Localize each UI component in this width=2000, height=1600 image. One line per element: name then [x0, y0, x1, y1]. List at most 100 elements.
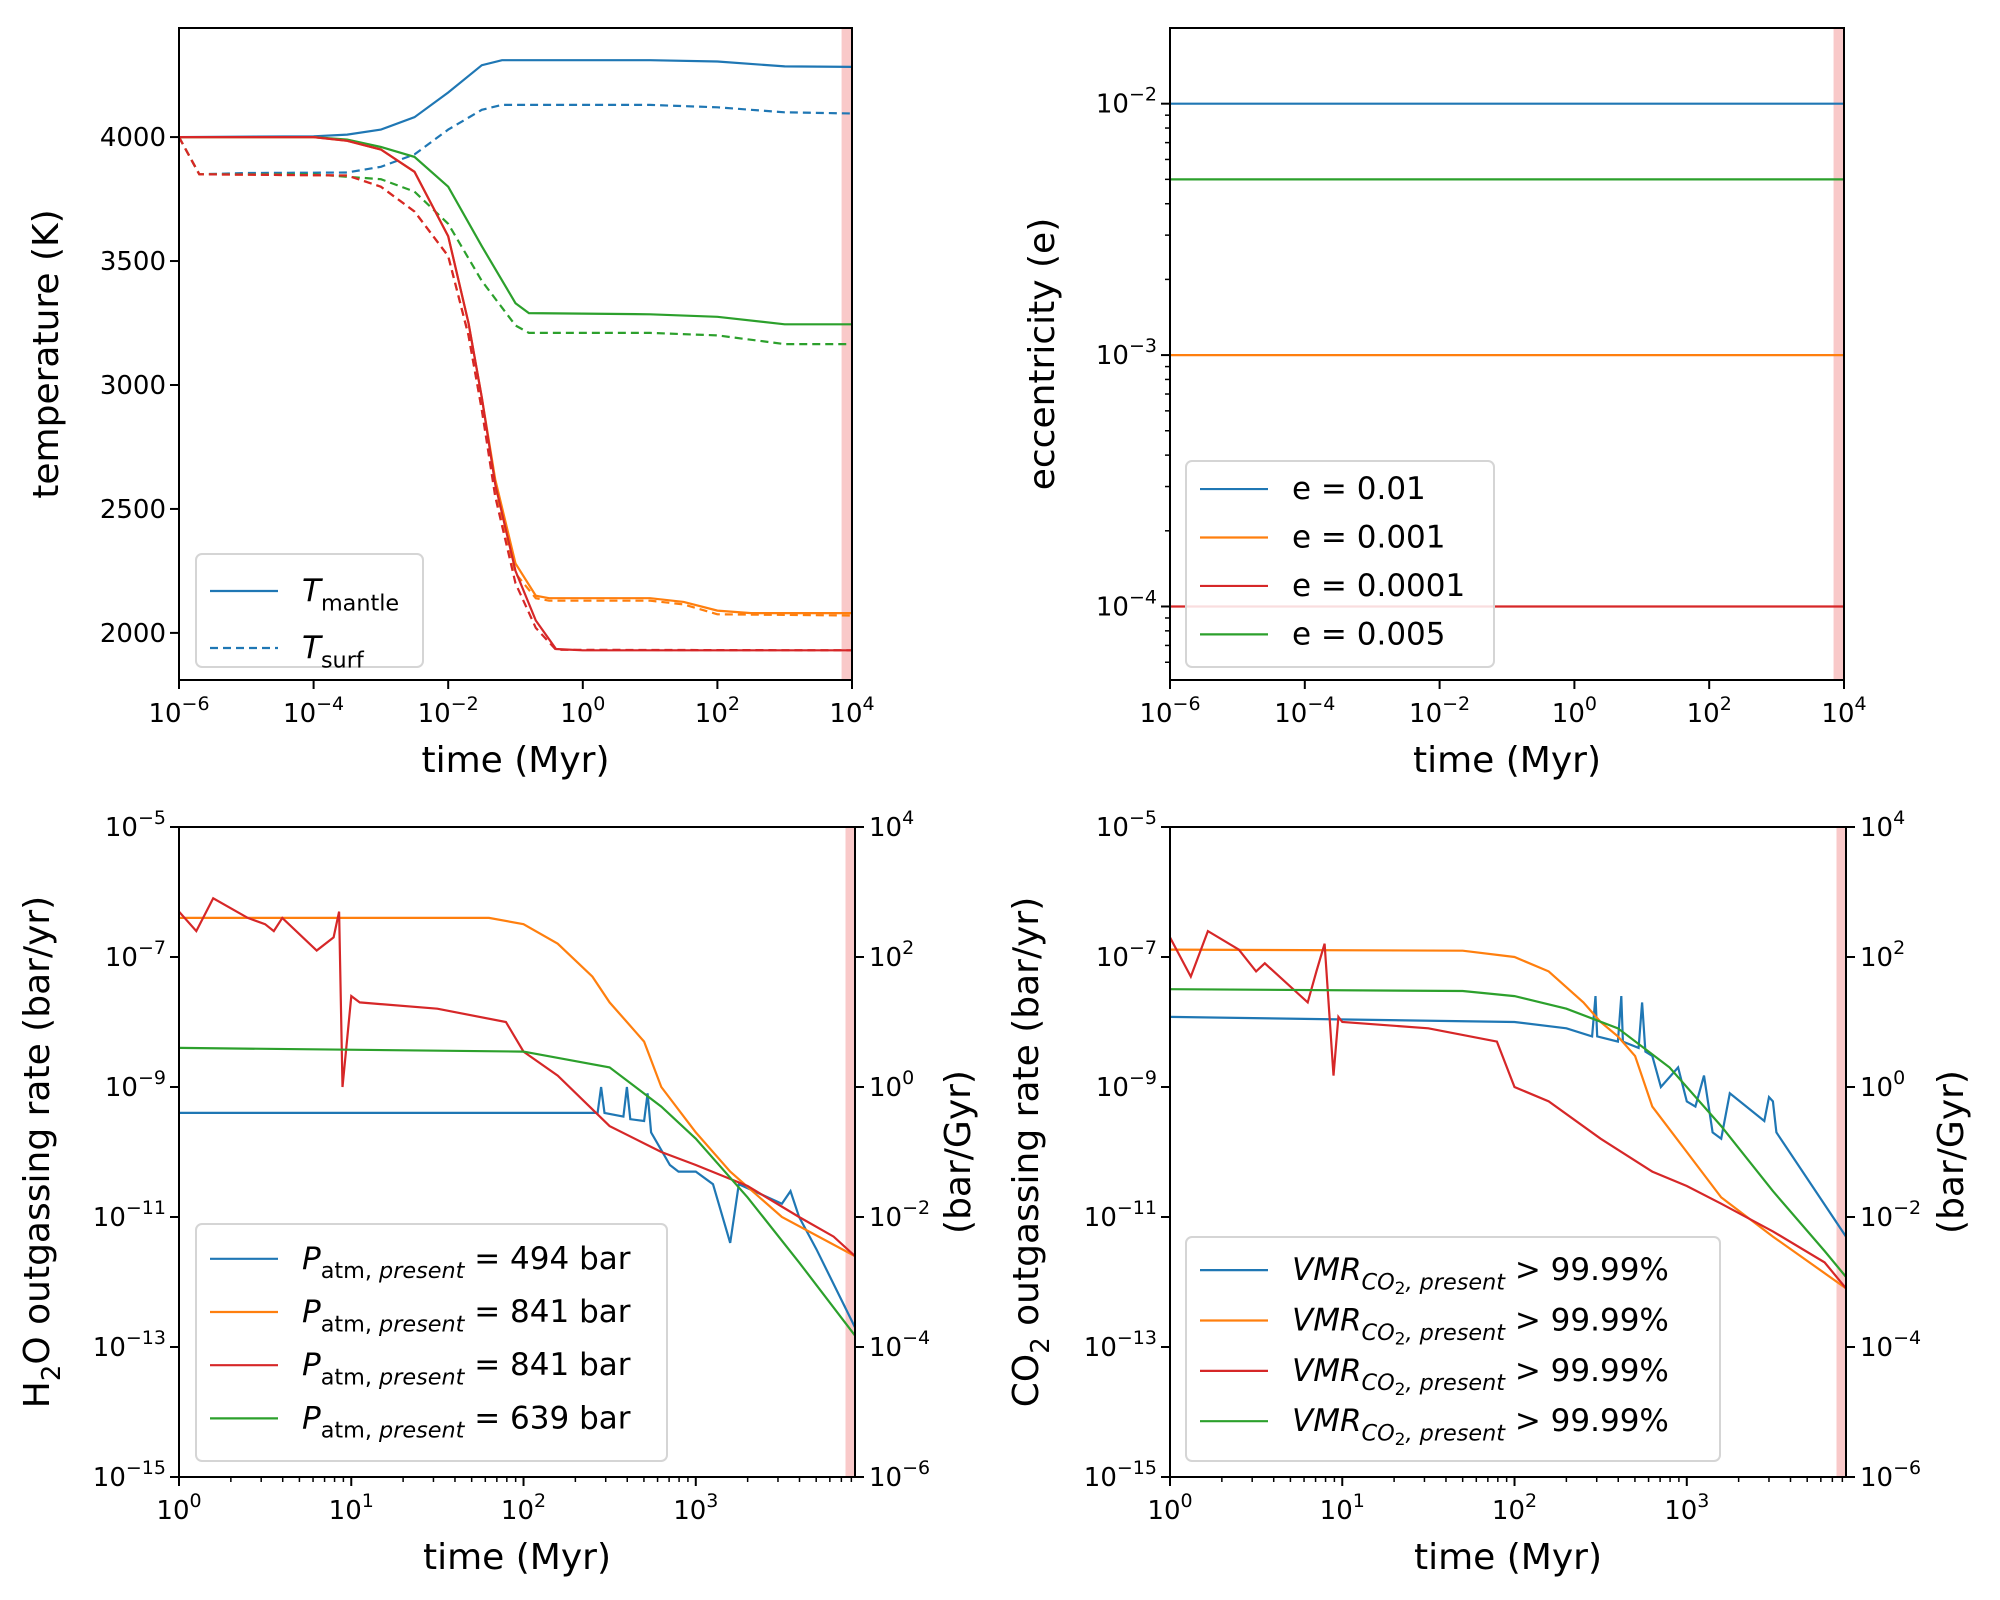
- tick-exponent: −3: [1129, 335, 1157, 357]
- text-part: , present: [1406, 1370, 1507, 1396]
- tick-exponent: −2: [451, 693, 479, 715]
- text-part: e = 0.001: [1292, 520, 1446, 556]
- tick-base: 10: [93, 1463, 126, 1493]
- tick-base: 10: [1274, 699, 1307, 729]
- y-axis-label: H2O outgassing rate (bar/yr): [17, 896, 67, 1408]
- series-line-green: [179, 1046, 855, 1337]
- y-tick-label: 4000: [100, 123, 166, 153]
- text-part: present: [378, 1258, 466, 1284]
- tick-exponent: −9: [138, 1067, 166, 1089]
- tick-exponent: −2: [1442, 693, 1470, 715]
- text-part: VMR: [1292, 1403, 1362, 1439]
- text-part: (bar/Gyr): [1931, 1070, 1972, 1234]
- text-part: atm,: [321, 1311, 379, 1337]
- tick-base: 10: [673, 1496, 706, 1526]
- y-tick-label: 10−3: [1096, 335, 1157, 371]
- tick-exponent: −7: [1129, 937, 1157, 959]
- text-part: present: [378, 1311, 466, 1337]
- text-part: time (Myr): [421, 740, 609, 781]
- axes-frame: [1169, 826, 1847, 1478]
- text-part: , present: [1406, 1269, 1507, 1295]
- text-part: CO: [1006, 1354, 1047, 1407]
- highlight-band: [841, 28, 852, 680]
- tick-base: 10: [1096, 1073, 1129, 1103]
- legend-box: [195, 553, 424, 668]
- x-tick-label: 101: [329, 1490, 374, 1526]
- tick-exponent: −2: [1129, 84, 1157, 106]
- tick-base: 10: [1096, 813, 1129, 843]
- y-tick-label: 10−4: [1096, 586, 1157, 622]
- tick-base: 10: [1860, 943, 1893, 973]
- tick-base: 10: [1664, 1496, 1697, 1526]
- y2-tick-label: 100: [869, 1067, 914, 1103]
- text-part: 2: [1395, 1279, 1406, 1299]
- text-part: atm,: [321, 1258, 379, 1284]
- tick-base: 10: [1084, 1203, 1117, 1233]
- x-axis-label: time (Myr): [423, 1537, 611, 1578]
- legend-label: VMRCO2, present > 99.99%: [1292, 1353, 1669, 1400]
- x-tick-label: 100: [1147, 1490, 1192, 1526]
- tick-base: 10: [1096, 592, 1129, 622]
- text-part: P: [302, 1400, 321, 1436]
- text-part: 2: [1395, 1380, 1406, 1400]
- text-part: , present: [1406, 1421, 1507, 1447]
- series-line-red: [179, 136, 852, 652]
- tick-base: 10: [869, 813, 902, 843]
- x-tick-label: 104: [829, 693, 874, 729]
- text-part: e = 0.0001: [1292, 568, 1465, 604]
- tick-base: 10: [829, 699, 862, 729]
- tick-base: 10: [105, 1073, 138, 1103]
- y2-tick-label: 102: [1860, 937, 1905, 973]
- y2-tick-label: 100: [1860, 1067, 1905, 1103]
- text-part: outgassing rate (bar/yr): [1006, 897, 1047, 1338]
- tick-base: 10: [329, 1496, 362, 1526]
- legend: Patm, present = 494 bar Patm, present = 8…: [195, 1223, 668, 1462]
- text-part: VMR: [1292, 1303, 1362, 1339]
- x-tick-label: 102: [1492, 1490, 1537, 1526]
- legend-label: VMRCO2, present > 99.99%: [1292, 1403, 1669, 1450]
- tick-exponent: 4: [902, 807, 914, 829]
- tick-exponent: −6: [182, 693, 210, 715]
- panel-1: 10−6 10−4 10−2 100 102 1042000250030003500400…: [26, 27, 875, 781]
- legend-box: [1185, 1236, 1721, 1462]
- tick-base: 10: [105, 813, 138, 843]
- legend-label: Patm, present = 494 bar: [302, 1241, 631, 1284]
- tick-exponent: 4: [1855, 693, 1867, 715]
- tick-base: 10: [156, 1496, 189, 1526]
- tick-exponent: 0: [190, 1490, 202, 1512]
- y-tick-label: 10−7: [105, 937, 166, 973]
- series-line-blue-dashed: [179, 103, 852, 176]
- legend-label: Tmantle: [302, 573, 399, 616]
- tick-base: 10: [501, 1496, 534, 1526]
- legend-label: Patm, present = 841 bar: [302, 1294, 631, 1337]
- y-tick-label: 10−7: [1096, 937, 1157, 973]
- tick-base: 10: [1096, 90, 1129, 120]
- series-line-green: [1170, 988, 1846, 1278]
- tick-exponent: 2: [1720, 693, 1732, 715]
- tick-base: 10: [1139, 699, 1172, 729]
- tick-base: 10: [1687, 699, 1720, 729]
- y2-tick-label: 104: [869, 807, 914, 843]
- text-part: 2: [1395, 1329, 1406, 1349]
- text-part: > 99.99%: [1505, 1353, 1669, 1389]
- text-part: CO: [1362, 1269, 1395, 1295]
- y2-tick-label: 10−2: [869, 1197, 930, 1233]
- tick-base: 10: [869, 943, 902, 973]
- tick-exponent: −6: [1173, 693, 1201, 715]
- axes-frame: [1169, 27, 1845, 681]
- tick-exponent: 0: [1585, 693, 1597, 715]
- tick-base: 10: [1552, 699, 1585, 729]
- text-part: P: [302, 1294, 321, 1330]
- legend-box: [195, 1223, 668, 1462]
- text-part: H: [17, 1381, 58, 1408]
- x-axis-label: time (Myr): [1413, 740, 1601, 781]
- tick-base: 10: [1096, 341, 1129, 371]
- y2-axis-label: (bar/Gyr): [938, 1070, 979, 1234]
- text-part: CO: [1362, 1320, 1395, 1346]
- x-tick-label: 102: [501, 1490, 546, 1526]
- x-tick-label: 104: [1821, 693, 1866, 729]
- text-part: 2: [37, 1365, 67, 1381]
- x-tick-label: 100: [1552, 693, 1597, 729]
- text-part: present: [378, 1418, 466, 1444]
